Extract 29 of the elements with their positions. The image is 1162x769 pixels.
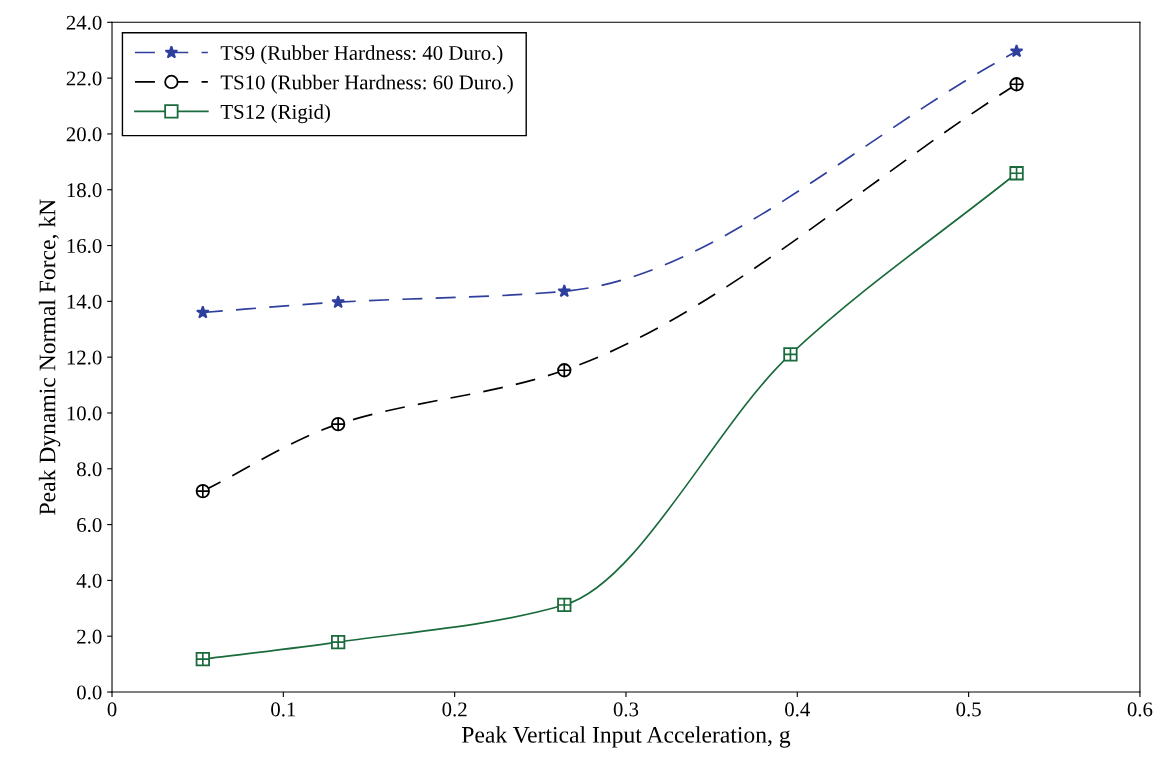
x-tick-label: 0	[107, 702, 117, 717]
x-tick-label: 0.2	[442, 702, 467, 717]
y-tick-label: 10.0	[67, 406, 102, 421]
point	[1009, 44, 1024, 58]
x-tick-label: 0.3	[613, 702, 639, 717]
x-tick-label: 0.5	[956, 702, 981, 717]
y-tick-label: 18.0	[67, 183, 102, 198]
y-tick-label: 20.0	[66, 127, 102, 142]
y-tick-label: 24.0	[66, 15, 102, 30]
x-tick-label: 0.1	[271, 702, 296, 717]
y-tick-label: 6.0	[77, 517, 102, 533]
x-tick-label: 0.4	[785, 702, 810, 717]
y-tick-label: 4.0	[76, 573, 102, 588]
point	[195, 305, 210, 319]
legend-label: TS10 (Rubber Hardness: 60 Duro.)	[220, 74, 513, 94]
y-tick-label: 2.0	[77, 629, 102, 644]
x-tick-label: 0.6	[1127, 702, 1153, 717]
y-tick-label: 12.0	[67, 350, 102, 365]
y-tick-label: 8.0	[77, 462, 102, 477]
y-tick-label: 16.0	[67, 238, 102, 254]
y-tick-label: 14.0	[67, 294, 102, 309]
point	[557, 284, 572, 298]
y-axis-title: Peak Dynamic Normal Force, kN	[38, 199, 61, 515]
point	[331, 295, 346, 309]
y-tick-label: 0.0	[77, 685, 102, 700]
x-axis-title: Peak Vertical Input Acceleration, g	[461, 726, 791, 748]
legend-label: TS9 (Rubber Hardness: 40 Duro.)	[220, 45, 503, 65]
legend-label: TS12 (Rigid)	[220, 104, 330, 124]
y-tick-label: 22.0	[66, 71, 102, 86]
